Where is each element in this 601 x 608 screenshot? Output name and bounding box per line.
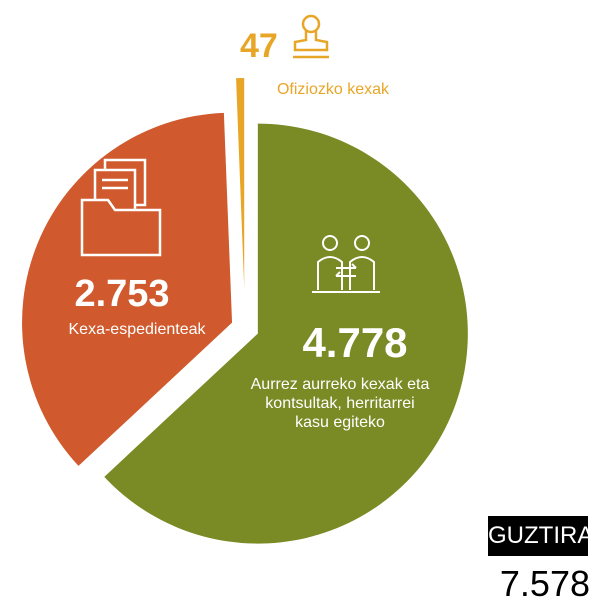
category-label: Aurrez aurreko kexak eta kontsultak, her…	[250, 376, 430, 432]
category-label: Kexa-espedienteak	[68, 321, 206, 338]
value-label: 47	[240, 27, 278, 65]
category-label: Ofiziozko kexak	[276, 81, 390, 98]
pie-slice	[104, 123, 468, 544]
folder-icon	[80, 158, 162, 257]
stamp-icon	[293, 14, 329, 59]
total-label: GUZTIRA	[488, 522, 594, 549]
pie-slice	[22, 112, 233, 466]
people-icon	[312, 235, 380, 293]
pie-slice	[236, 78, 245, 289]
value-label: 2.753	[74, 273, 170, 315]
value-label: 4.778	[302, 319, 408, 366]
total-box	[488, 516, 588, 556]
total-value: 7.578	[499, 563, 590, 604]
